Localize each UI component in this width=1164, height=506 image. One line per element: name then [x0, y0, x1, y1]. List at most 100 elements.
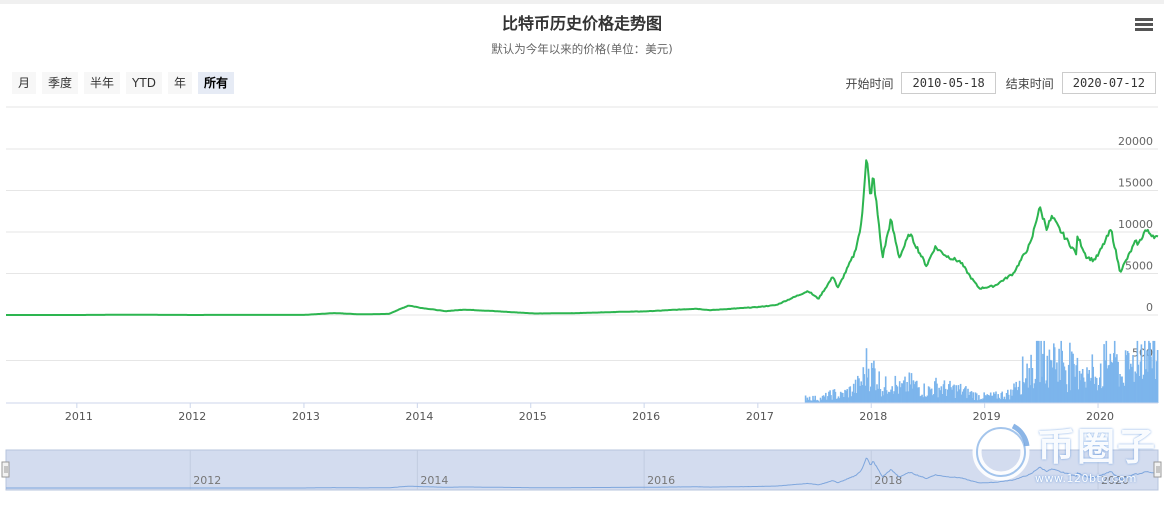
range-button-ytd[interactable]: YTD — [126, 72, 162, 94]
start-date-input[interactable]: 2010-05-18 — [901, 72, 996, 94]
volume-bar — [814, 395, 816, 403]
volume-bar — [972, 392, 975, 403]
price-y-tick-label: 20000 — [1118, 135, 1153, 148]
volume-bar — [810, 400, 812, 403]
volume-bar — [813, 399, 815, 403]
volume-bar — [811, 400, 813, 403]
volume-bar — [957, 385, 960, 403]
price-y-tick-label: 15000 — [1118, 177, 1153, 190]
volume-bar — [898, 381, 901, 403]
volume-bar — [841, 392, 843, 403]
navigator-series-line — [6, 457, 1158, 489]
volume-bar — [1046, 355, 1049, 403]
volume-bar — [1140, 344, 1143, 403]
volume-bar — [976, 400, 979, 403]
volume-bar — [1141, 378, 1144, 403]
volume-bar — [883, 387, 886, 403]
volume-bar — [984, 395, 986, 403]
volume-bar — [968, 395, 971, 403]
volume-bar — [1147, 371, 1149, 403]
volume-bar — [847, 397, 849, 403]
x-axis-label: 2011 — [65, 410, 93, 423]
volume-bar — [983, 392, 985, 403]
volume-bar — [1045, 380, 1048, 403]
volume-bar — [878, 371, 880, 403]
volume-bar — [908, 372, 911, 403]
volume-bar — [1081, 369, 1084, 403]
volume-bar — [971, 398, 974, 403]
volume-bar — [1080, 373, 1083, 403]
volume-bar — [1101, 388, 1103, 403]
volume-bar — [843, 397, 845, 403]
volume-bar — [989, 392, 992, 403]
volume-bar — [919, 396, 921, 403]
x-axis-label: 2017 — [746, 410, 774, 423]
volume-bar — [1059, 380, 1062, 403]
x-axis-label: 2016 — [632, 410, 660, 423]
volume-bar — [953, 384, 955, 403]
range-button-half-year[interactable]: 半年 — [84, 72, 121, 94]
volume-bar — [879, 389, 882, 403]
volume-bar — [846, 389, 848, 403]
watermark-logo-icon — [972, 423, 1030, 481]
range-button-year[interactable]: 年 — [167, 72, 192, 94]
volume-bar — [962, 389, 965, 403]
volume-bar — [1127, 352, 1130, 403]
volume-bar — [851, 391, 854, 403]
volume-bar — [1155, 361, 1158, 403]
volume-bar — [877, 388, 880, 403]
volume-bar — [892, 393, 894, 403]
volume-bar — [945, 396, 948, 403]
volume-bar — [834, 391, 837, 403]
volume-bar — [1010, 389, 1012, 403]
volume-bar — [1121, 376, 1123, 403]
volume-bar — [848, 387, 851, 403]
volume-bar — [1003, 396, 1006, 403]
volume-bar — [861, 385, 863, 403]
volume-bar — [1043, 340, 1045, 403]
volume-bar — [849, 386, 852, 403]
range-button-all[interactable]: 所有 — [197, 72, 234, 94]
start-date-label: 开始时间 — [845, 76, 894, 91]
x-axis-label: 2019 — [973, 410, 1001, 423]
menu-icon[interactable] — [1135, 18, 1153, 32]
chart-subtitle: 默认为今年以来的价格(单位：美元) — [491, 42, 673, 56]
x-axis-label: 2015 — [519, 410, 547, 423]
price-chart[interactable]: 0500010000150002000005002011201220132014… — [0, 100, 1164, 506]
volume-bar — [1069, 342, 1071, 403]
volume-bar — [819, 397, 822, 403]
volume-bar — [881, 391, 884, 403]
volume-bar — [994, 394, 996, 403]
volume-bar — [1133, 381, 1135, 403]
volume-bar — [864, 385, 866, 403]
volume-bar — [942, 384, 945, 403]
range-button-month[interactable]: 月 — [12, 72, 37, 94]
volume-bar — [995, 391, 997, 403]
volume-bar — [875, 390, 877, 403]
volume-bar — [1146, 350, 1148, 403]
volume-bar — [1022, 382, 1025, 403]
volume-bar — [806, 397, 809, 403]
chart-title: 比特币历史价格走势图 — [501, 14, 662, 33]
end-date-input[interactable]: 2020-07-12 — [1061, 72, 1156, 94]
volume-bar — [933, 394, 935, 403]
volume-bar — [1014, 387, 1017, 403]
volume-bar — [874, 368, 876, 403]
volume-bar — [922, 397, 925, 403]
volume-bar — [1154, 379, 1157, 403]
volume-bar — [1149, 342, 1151, 403]
range-button-quarter[interactable]: 季度 — [42, 72, 79, 94]
volume-bar — [1098, 385, 1100, 403]
volume-bar — [1086, 367, 1088, 403]
volume-bar — [1074, 376, 1076, 403]
navigator-label: 2012 — [193, 474, 221, 487]
volume-bar — [897, 393, 900, 403]
volume-bar — [828, 391, 830, 403]
volume-bar — [832, 389, 834, 403]
volume-bar — [1135, 373, 1137, 403]
end-date-label: 结束时间 — [1005, 76, 1054, 91]
volume-bar — [1130, 363, 1132, 403]
volume-bar — [1041, 376, 1043, 403]
volume-bar — [830, 395, 832, 403]
volume-bar — [844, 389, 846, 403]
